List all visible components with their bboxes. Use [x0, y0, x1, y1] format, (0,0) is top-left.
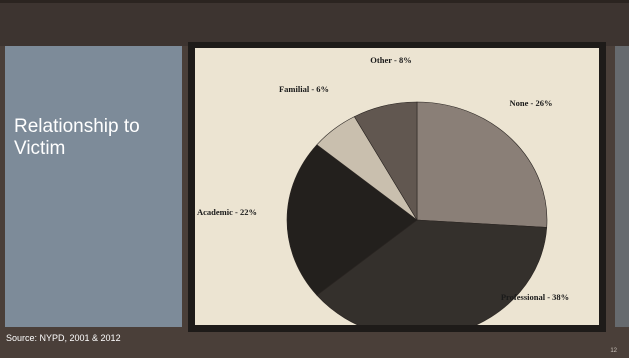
next-slide-edge [615, 46, 629, 327]
title-panel [5, 46, 182, 327]
source-citation: Source: NYPD, 2001 & 2012 [6, 333, 121, 343]
pie-label-professional: Professional - 38% [501, 292, 569, 302]
pie-label-none: None - 26% [510, 98, 553, 108]
pie-label-other: Other - 8% [370, 55, 411, 65]
header-band [0, 0, 629, 46]
page-number: 12 [610, 348, 617, 354]
pie-label-familial: Familial - 6% [279, 84, 329, 94]
pie-slice-other [353, 101, 418, 222]
pie-label-academic: Academic - 22% [197, 207, 257, 217]
pie-chart: None - 26% Professional - 38% Academic - 2… [197, 55, 569, 325]
slide-title: Relationship to Victim [14, 116, 140, 159]
pie-slice-none [416, 101, 548, 228]
pie-slice-academic [286, 144, 418, 296]
pie-slice-professional [316, 219, 548, 325]
header-rule [0, 0, 629, 3]
